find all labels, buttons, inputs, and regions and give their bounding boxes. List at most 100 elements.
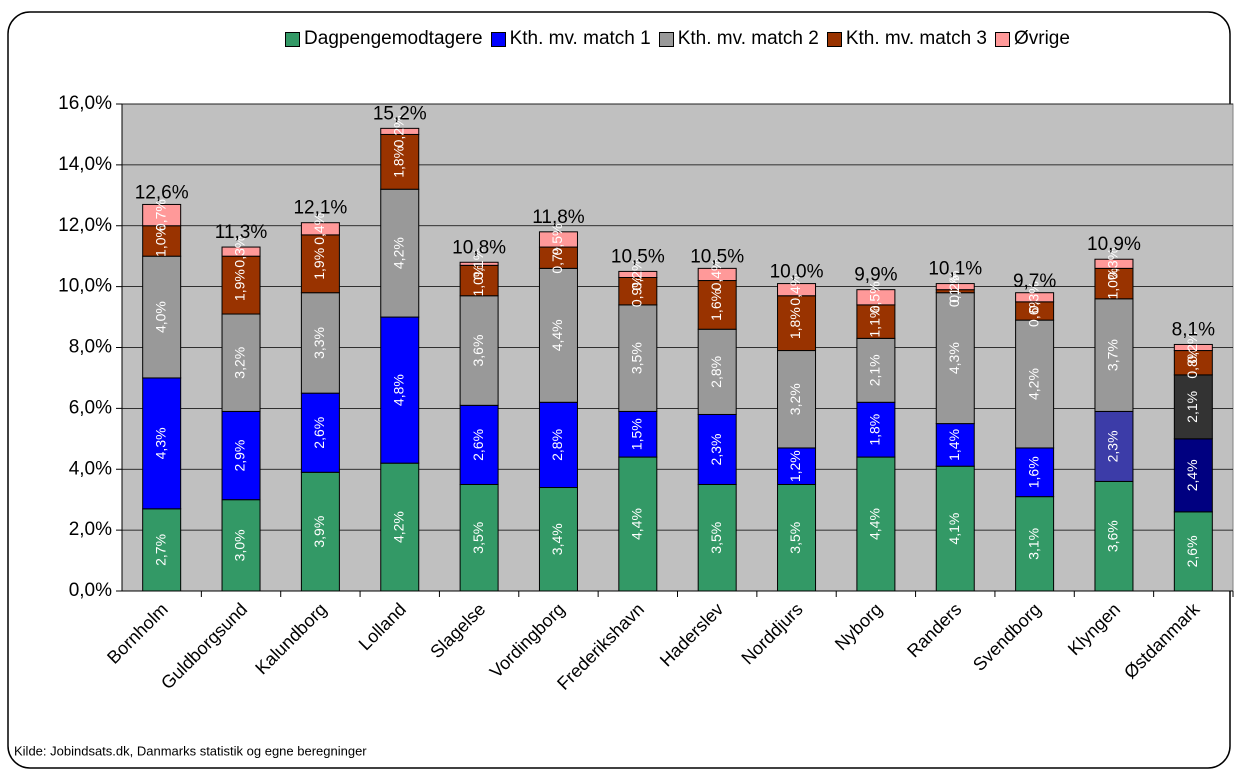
value-label: 2,8%	[708, 356, 724, 388]
value-label: 3,6%	[470, 335, 486, 367]
bar-segment	[142, 203, 182, 227]
value-label: 1,0%	[1105, 268, 1121, 300]
bar-segment	[935, 423, 975, 467]
total-label: 9,9%	[854, 265, 897, 286]
value-label: 1,5%	[629, 418, 645, 450]
bar-segment	[618, 410, 658, 458]
value-label: 0,2%	[629, 258, 645, 290]
legend-swatch	[285, 31, 301, 47]
value-label: 4,4%	[629, 508, 645, 540]
bar-segment	[618, 270, 658, 278]
value-label: 1,8%	[390, 146, 406, 178]
legend-label: Kth. mv. match 2	[677, 28, 819, 49]
value-label: 1,8%	[787, 307, 803, 339]
y-tick-label: 14,0%	[58, 154, 112, 175]
bar-segment	[1015, 292, 1055, 303]
bar-segment	[1094, 410, 1134, 482]
bar-segment	[380, 133, 420, 190]
bar-segment	[935, 283, 975, 291]
value-label: 3,9%	[311, 516, 327, 548]
bar-segment	[300, 292, 340, 394]
bar-segment	[538, 231, 578, 248]
bar-segment	[1173, 350, 1213, 376]
bar-segment	[1094, 267, 1134, 300]
y-tick-label: 8,0%	[69, 337, 112, 358]
value-label: 3,0%	[232, 529, 248, 561]
value-label: 4,2%	[390, 511, 406, 543]
bar-segment	[380, 462, 420, 592]
value-label: 3,2%	[787, 383, 803, 415]
legend-item: Kth. mv. match 2	[658, 28, 819, 50]
bar-segment	[697, 328, 737, 415]
bar-segment	[1094, 258, 1134, 269]
value-label: 1,9%	[232, 269, 248, 301]
bar-segment	[777, 447, 817, 485]
value-label: 1,4%	[946, 429, 962, 461]
value-label: 3,4%	[549, 523, 565, 555]
value-label: 1,0%	[152, 225, 168, 257]
legend-item: Øvrige	[994, 28, 1070, 50]
bar-segment	[777, 350, 817, 449]
y-tick-label: 0,0%	[69, 580, 112, 601]
value-label: 0,4%	[708, 258, 724, 290]
legend-swatch	[994, 31, 1010, 47]
bar-segment	[697, 280, 737, 330]
total-label: 9,7%	[1013, 271, 1056, 292]
bar-segment	[618, 304, 658, 412]
legend-swatch	[658, 31, 674, 47]
source-note: Kilde: Jobindsats.dk, Danmarks statistik…	[14, 743, 367, 758]
total-label: 8,1%	[1172, 319, 1215, 340]
legend-label: Kth. mv. match 1	[509, 28, 651, 49]
bar-segment	[459, 404, 499, 485]
value-label: 0,5%	[549, 223, 565, 255]
value-label: 0,6%	[1025, 295, 1041, 327]
bar-segment	[459, 295, 499, 406]
total-label: 12,1%	[293, 198, 347, 219]
bar-segment	[300, 392, 340, 473]
bar-segment	[1015, 447, 1055, 498]
value-label: 3,3%	[311, 327, 327, 359]
bar-segment	[221, 255, 261, 315]
value-label: 4,3%	[946, 342, 962, 374]
value-label: 2,4%	[1184, 459, 1200, 491]
bar-segment	[459, 264, 499, 297]
bar-segment	[1094, 298, 1134, 412]
value-label: 2,7%	[152, 534, 168, 566]
bar-segment	[459, 261, 499, 266]
legend-swatch	[826, 31, 842, 47]
total-label: 10,9%	[1087, 234, 1141, 255]
bar-segment	[777, 283, 817, 297]
bar-segment	[1173, 511, 1213, 592]
value-label: 1,9%	[311, 248, 327, 280]
value-label: 3,1%	[1025, 528, 1041, 560]
value-label: 3,7%	[1105, 339, 1121, 371]
y-tick-label: 2,0%	[69, 519, 112, 540]
bar-segment	[697, 267, 737, 282]
total-label: 10,8%	[452, 237, 506, 258]
bar-segment	[935, 292, 975, 425]
y-tick-label: 12,0%	[58, 215, 112, 236]
legend-item: Kth. mv. match 3	[826, 28, 987, 50]
total-label: 10,0%	[770, 262, 824, 283]
value-label: 4,1%	[946, 513, 962, 545]
bar-segment	[221, 410, 261, 501]
value-label: 3,5%	[787, 522, 803, 554]
value-label: 0,4%	[787, 274, 803, 306]
value-label: 0,1%	[470, 248, 486, 280]
legend: Dagpengemodtagere Kth. mv. match 1 Kth. mv…	[0, 28, 1235, 50]
bar-segment	[142, 377, 182, 510]
value-label: 2,1%	[867, 354, 883, 386]
bar-segment	[142, 225, 182, 257]
bar-segment	[856, 337, 896, 403]
value-label: 2,9%	[232, 440, 248, 472]
bar-segment	[935, 465, 975, 592]
value-label: 4,4%	[867, 508, 883, 540]
bar-segment	[697, 483, 737, 592]
total-label: 15,2%	[373, 103, 427, 124]
bar-segment	[538, 267, 578, 403]
value-label: 0,2%	[1184, 332, 1200, 364]
bar-segment	[856, 401, 896, 458]
value-label: 0,3%	[1025, 281, 1041, 313]
value-label: 4,8%	[390, 374, 406, 406]
bar-segment	[1173, 374, 1213, 440]
